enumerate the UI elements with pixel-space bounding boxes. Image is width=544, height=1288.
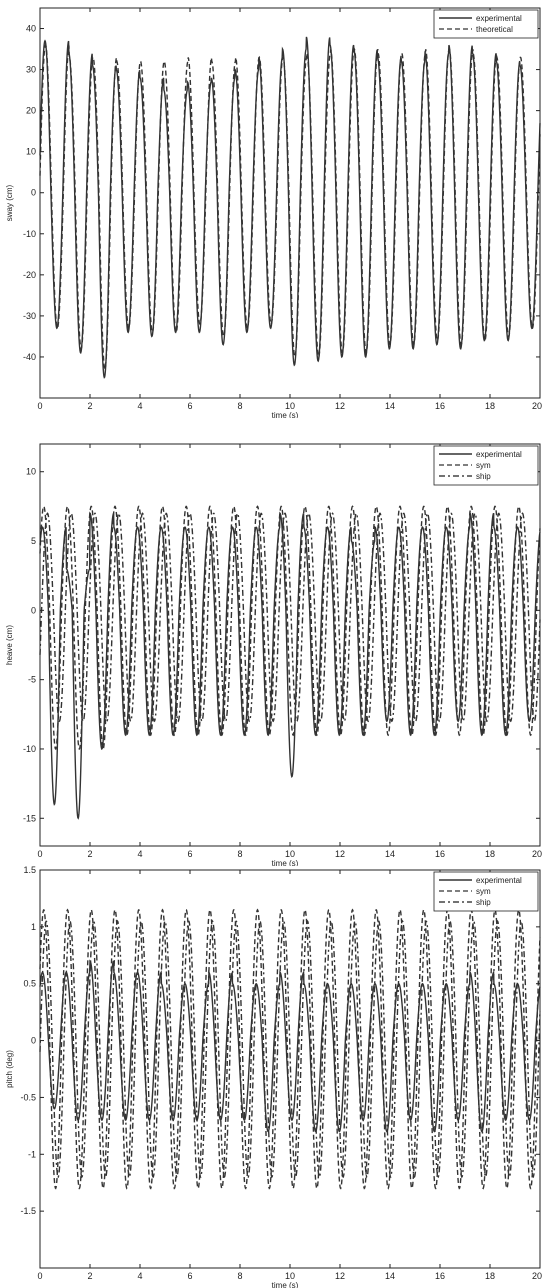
y-tick-label: 1.5	[23, 865, 36, 875]
y-axis-title: heave (cm)	[5, 625, 14, 665]
series-line-ship	[39, 919, 541, 1179]
y-tick-label: 20	[26, 106, 36, 116]
pitch-chart-panel: 0 2 4 6 8 10 12 14 16 18 20 1.5 1 0.5 0 -0.5 -1 -1.5 time …	[0, 862, 544, 1288]
x-tick-label: 4	[137, 401, 142, 411]
y-axis-title: sway (cm)	[5, 184, 14, 221]
y-tick-label: -5	[28, 675, 36, 685]
x-tick-label: 20	[532, 401, 542, 411]
sway-chart-panel: 0 2 4 6 8 10 12 14 16 18 20 40 30 20 10 0 -10 -20 -30 -40 ti…	[0, 0, 544, 418]
y-tick-label: 0.5	[23, 979, 36, 989]
y-tick-label: -10	[23, 229, 36, 239]
y-tick-label: -30	[23, 311, 36, 321]
series-line-theoretical	[39, 44, 541, 371]
series-line-sym	[39, 908, 541, 1190]
sway-chart: 0 2 4 6 8 10 12 14 16 18 20 40 30 20 10 0 -10 -20 -30 -40 ti…	[5, 7, 542, 418]
x-tick-label: 20	[532, 849, 542, 859]
x-tick-label: 12	[335, 1271, 345, 1281]
legend-box	[433, 9, 539, 39]
legend-label: experimental	[476, 14, 522, 23]
x-tick-label: 16	[435, 1271, 445, 1281]
x-tick-label: 14	[385, 849, 395, 859]
series-line-sym	[39, 505, 541, 751]
x-tick-label: 14	[385, 1271, 395, 1281]
y-tick-label: -40	[23, 352, 36, 362]
legend-label: ship	[476, 472, 491, 481]
x-tick-label: 18	[485, 849, 495, 859]
series-line-experimental	[39, 511, 541, 820]
x-tick-label: 20	[532, 1271, 542, 1281]
y-tick-label: 0	[31, 605, 36, 615]
x-tick-label: 10	[285, 1271, 295, 1281]
x-tick-label: 4	[137, 1271, 142, 1281]
legend-label: sym	[476, 887, 491, 896]
y-tick-label: 10	[26, 147, 36, 157]
y-tick-label: 5	[31, 536, 36, 546]
y-tick-label: -0.5	[20, 1092, 36, 1102]
y-tick-label: -15	[23, 813, 36, 823]
x-tick-label: 10	[285, 849, 295, 859]
legend-label: experimental	[476, 450, 522, 459]
y-tick-label: -1	[28, 1149, 36, 1159]
x-tick-label: 4	[137, 849, 142, 859]
x-tick-label: 8	[237, 849, 242, 859]
x-tick-label: 2	[87, 401, 92, 411]
x-axis-title: time (s)	[272, 859, 299, 866]
legend-label: ship	[476, 898, 491, 907]
legend-label: sym	[476, 461, 491, 470]
x-tick-label: 16	[435, 401, 445, 411]
series-line-experimental	[39, 36, 541, 379]
y-tick-label: 0	[31, 188, 36, 198]
x-axis-title: time (s)	[272, 1281, 299, 1288]
x-tick-label: 0	[37, 401, 42, 411]
y-tick-label: 10	[26, 467, 36, 477]
series-line-ship	[39, 512, 541, 723]
heave-chart: 0 2 4 6 8 10 12 14 16 18 20 10 5 0 -5 -10 -15 time (s) hea…	[5, 443, 542, 866]
x-tick-label: 8	[237, 401, 242, 411]
pitch-chart: 0 2 4 6 8 10 12 14 16 18 20 1.5 1 0.5 0 -0.5 -1 -1.5 time …	[5, 865, 542, 1288]
y-axis-title: pitch (deg)	[5, 1050, 14, 1088]
x-tick-label: 18	[485, 1271, 495, 1281]
x-axis-title: time (s)	[272, 411, 299, 418]
x-tick-label: 0	[37, 1271, 42, 1281]
x-tick-label: 6	[187, 1271, 192, 1281]
x-tick-label: 2	[87, 849, 92, 859]
x-tick-label: 16	[435, 849, 445, 859]
x-tick-label: 6	[187, 401, 192, 411]
y-tick-label: 0	[31, 1036, 36, 1046]
heave-chart-panel: 0 2 4 6 8 10 12 14 16 18 20 10 5 0 -5 -10 -15 time (s) hea…	[0, 436, 544, 866]
y-tick-label: -1.5	[20, 1206, 36, 1216]
x-tick-label: 8	[237, 1271, 242, 1281]
x-tick-label: 18	[485, 401, 495, 411]
plot-frame	[39, 443, 541, 847]
x-tick-label: 10	[285, 401, 295, 411]
x-tick-label: 12	[335, 401, 345, 411]
y-tick-label: -20	[23, 270, 36, 280]
x-tick-label: 2	[87, 1271, 92, 1281]
y-tick-label: 1	[31, 922, 36, 932]
legend-label: theoretical	[476, 25, 513, 34]
x-tick-label: 0	[37, 849, 42, 859]
y-tick-label: 40	[26, 24, 36, 34]
x-tick-label: 14	[385, 401, 395, 411]
legend-label: experimental	[476, 876, 522, 885]
x-tick-label: 12	[335, 849, 345, 859]
y-tick-label: 30	[26, 65, 36, 75]
x-tick-label: 6	[187, 849, 192, 859]
y-tick-label: -10	[23, 744, 36, 754]
